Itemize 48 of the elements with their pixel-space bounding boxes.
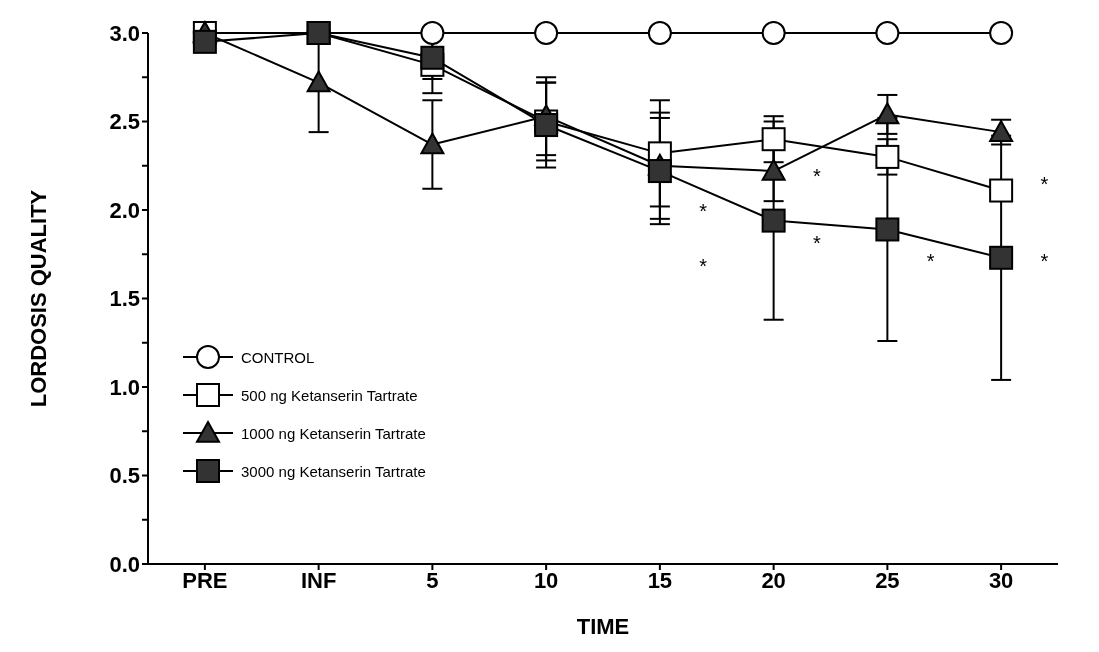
point [306, 70, 331, 93]
point [761, 159, 786, 181]
y-tick-label: 2.0 [109, 197, 140, 223]
point [989, 21, 1014, 45]
point [761, 208, 786, 233]
x-tick-label: 5 [426, 567, 439, 593]
x-tick-label: PRE [182, 567, 228, 593]
annotation: * [812, 164, 821, 187]
x-axis-title: TIME [576, 614, 630, 639]
annotation: * [699, 255, 708, 277]
legend-label: CONTROL [241, 348, 315, 366]
legend-label: 1000 ng Ketanserin Tartrate [241, 424, 426, 442]
x-tick-label: 10 [533, 567, 559, 593]
point [647, 159, 672, 184]
y-tick-label: 3.0 [109, 20, 140, 46]
legend-label: 500 ng Ketanserin Tartrate [241, 386, 418, 404]
point [875, 144, 900, 169]
point [420, 45, 445, 70]
point [761, 21, 786, 45]
point [534, 21, 559, 45]
y-tick-label: 0.0 [109, 551, 140, 577]
y-tick-label: 2.5 [109, 109, 140, 135]
legend-label: 3000 ng Ketanserin Tartrate [241, 462, 426, 480]
annotation: * [926, 249, 935, 272]
y-tick-label: 1.0 [109, 374, 140, 400]
point [647, 21, 672, 45]
y-axis-title: LORDOSIS QUALITY [25, 189, 51, 408]
point [989, 245, 1014, 270]
point [875, 217, 900, 242]
x-tick-label: 30 [988, 567, 1014, 593]
point [989, 178, 1014, 203]
annotation: * [1040, 173, 1049, 196]
x-tick-label: 25 [875, 567, 900, 593]
annotation: * [812, 231, 821, 254]
point [761, 127, 786, 152]
annotation: * [699, 200, 708, 222]
x-tick-label: 20 [761, 567, 786, 593]
point [192, 29, 217, 54]
point [420, 21, 445, 45]
point [875, 21, 900, 45]
annotation: * [1040, 249, 1049, 272]
y-tick-label: 1.5 [109, 286, 140, 312]
point [875, 102, 900, 125]
x-tick-label: 15 [647, 567, 673, 593]
point [420, 132, 445, 155]
point [534, 113, 559, 138]
x-tick-label: INF [300, 567, 337, 593]
y-tick-label: 0.5 [109, 463, 140, 489]
